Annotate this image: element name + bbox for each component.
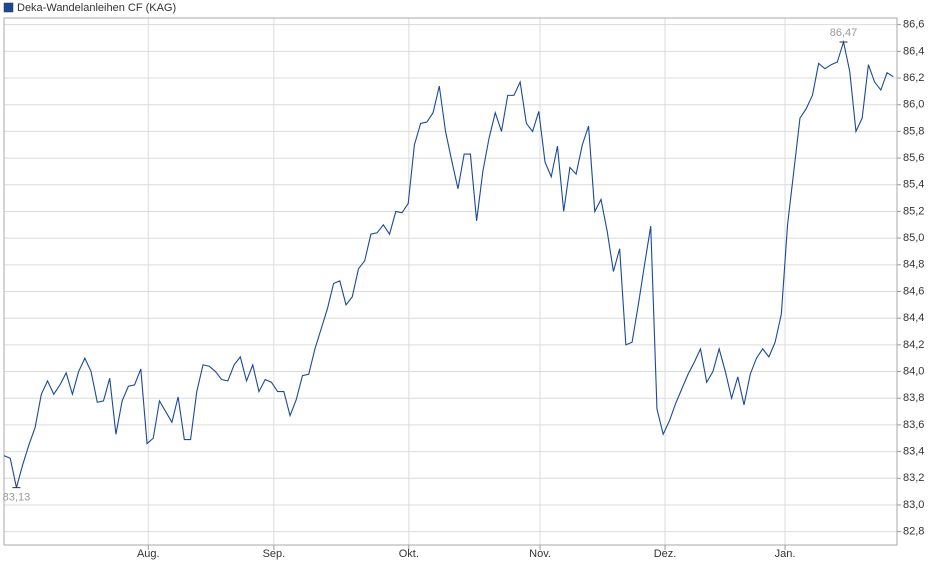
y-tick-label: 83,2 [903, 472, 924, 484]
y-tick-label: 86,0 [903, 99, 924, 111]
y-tick-label: 83,6 [903, 419, 924, 431]
x-tick-label: Nov. [529, 548, 551, 560]
plot-frame [3, 17, 898, 546]
y-tick-label: 85,4 [903, 179, 924, 191]
y-tick-label: 84,6 [903, 285, 924, 297]
y-tick-label: 86,6 [903, 19, 924, 31]
y-tick-label: 85,0 [903, 232, 924, 244]
price-line [3, 39, 894, 488]
y-tick-label: 82,8 [903, 526, 924, 538]
y-tick-label: 84,4 [903, 312, 924, 324]
y-tick-label: 84,0 [903, 365, 924, 377]
y-tick-label: 84,2 [903, 339, 924, 351]
x-tick-label: Jan. [775, 548, 796, 560]
y-tick-label: 86,4 [903, 45, 924, 57]
y-tick-label: 83,4 [903, 446, 924, 458]
x-tick-label: Sep. [263, 548, 286, 560]
y-tick-label: 85,2 [903, 205, 924, 217]
x-tick-label: Okt. [399, 548, 419, 560]
legend-swatch [3, 2, 14, 13]
annotation-label: 83,13 [3, 492, 31, 504]
legend-label: Deka-Wandelanleihen CF (KAG) [17, 2, 176, 14]
y-tick-label: 85,6 [903, 152, 924, 164]
annotation-label: 86,47 [830, 27, 858, 39]
y-tick-label: 85,8 [903, 125, 924, 137]
y-tick-label: 83,0 [903, 499, 924, 511]
x-tick-label: Aug. [137, 548, 160, 560]
y-tick-label: 84,8 [903, 259, 924, 271]
x-tick-label: Dez. [654, 548, 677, 560]
y-tick-label: 86,2 [903, 72, 924, 84]
y-tick-label: 83,8 [903, 392, 924, 404]
